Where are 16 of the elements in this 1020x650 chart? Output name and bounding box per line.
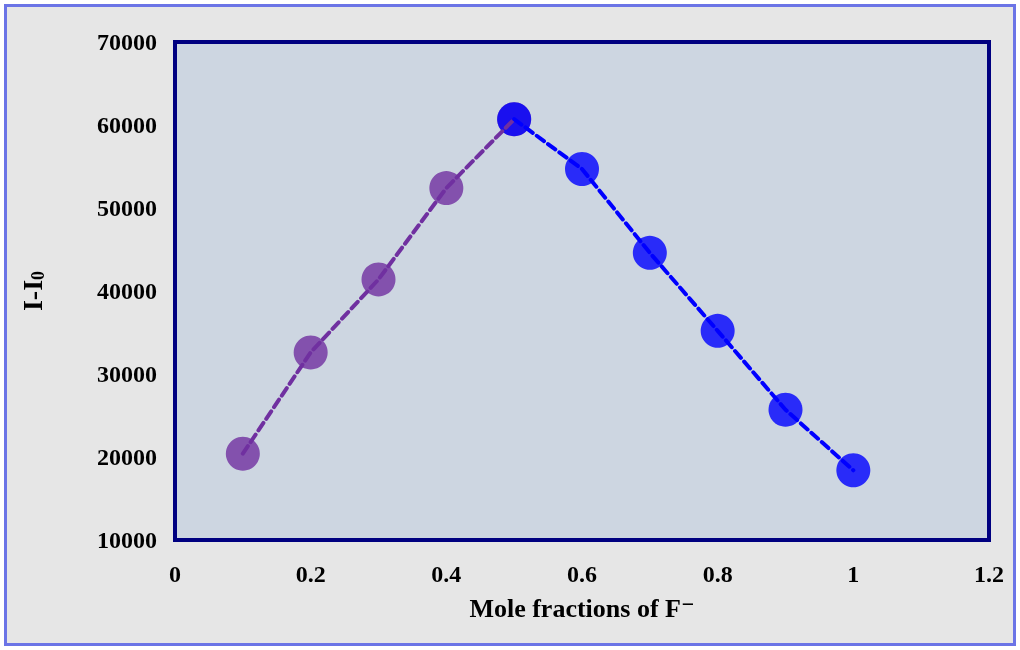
y-tick-label: 30000 bbox=[97, 361, 157, 387]
x-tick-label: 0.6 bbox=[567, 561, 597, 587]
x-tick-label: 0 bbox=[169, 561, 181, 587]
y-tick-label: 10000 bbox=[97, 527, 157, 553]
y-tick-label: 70000 bbox=[97, 29, 157, 55]
x-axis-title: Mole fractions of F⁻ bbox=[469, 593, 695, 623]
x-tick-label: 0.2 bbox=[295, 561, 326, 587]
x-tick-label: 0.8 bbox=[702, 561, 733, 587]
y-tick-label: 60000 bbox=[97, 112, 157, 138]
x-tick-label: 0.4 bbox=[431, 561, 462, 587]
x-tick-label: 1.2 bbox=[974, 561, 1004, 587]
y-tick-label: 40000 bbox=[97, 278, 157, 304]
x-tick-label: 1 bbox=[847, 561, 860, 587]
y-tick-label: 20000 bbox=[97, 444, 157, 470]
y-axis-title: I-I0 bbox=[16, 270, 48, 312]
y-tick-label: 50000 bbox=[97, 195, 157, 221]
